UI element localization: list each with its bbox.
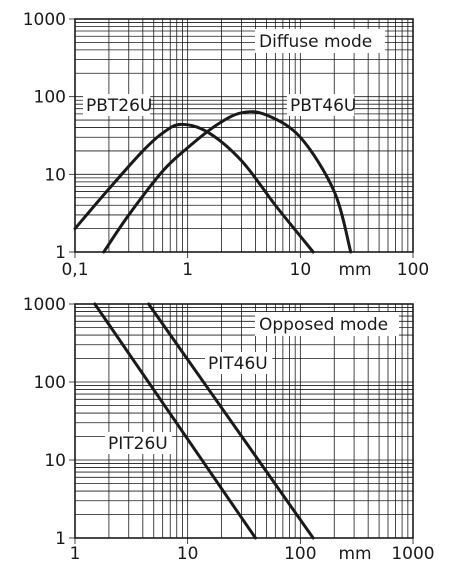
x-tick-label: 1 [182,260,193,280]
series-label-background [287,94,355,116]
x-tick-label: 10 [290,260,312,280]
y-tick-label: 10 [44,165,66,185]
mode-annotation: Diffuse mode [259,32,372,52]
series-line-pit46u [147,302,315,540]
series-label: PBT26U [86,96,152,116]
series-label-background [205,352,273,374]
plot-frame [74,18,414,253]
axis-ticks [69,18,414,258]
y-tick-label: 1000 [23,295,66,315]
x-tick-label: 1 [70,544,81,563]
y-tick-label: 100 [34,373,66,393]
series-label-background [83,94,151,116]
chart-panel-2: 1 10 100 1000 1 10 100 1000 mm PIT26U PIT46U Oppose… [23,295,435,563]
grid-lines [75,304,413,538]
x-tick-label: 100 [397,260,429,280]
x-tick-label: 100 [284,544,316,563]
x-axis-unit: mm [338,544,371,563]
mode-annotation-background [255,29,385,53]
series-label-background [105,432,173,454]
y-tick-label: 10 [44,451,66,471]
y-tick-label: 1 [55,529,66,549]
x-axis-unit: mm [338,260,371,280]
y-tick-label: 1000 [23,10,66,30]
x-tick-label: 0,1 [61,260,88,280]
series-line-pbt46u [102,110,353,254]
mode-annotation: Opposed mode [259,315,388,335]
series-label: PIT46U [208,354,268,374]
series-label: PIT26U [108,434,168,454]
series-label: PBT46U [290,96,356,116]
series-line-pbt26u [73,122,315,254]
y-tick-label: 1 [55,243,66,263]
plot-frame [74,303,414,539]
axis-ticks [69,303,414,544]
x-tick-label: 1000 [391,544,434,563]
x-tick-label: 10 [177,544,199,563]
series-line-pit26u [93,302,257,540]
mode-annotation-background [255,312,399,336]
y-tick-label: 100 [34,88,66,108]
